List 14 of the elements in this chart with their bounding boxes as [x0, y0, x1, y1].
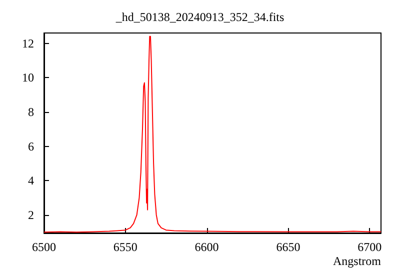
x-axis-title: Angstrom	[333, 254, 382, 268]
x-tick-label: 6600	[194, 240, 219, 254]
x-tick-label: 6500	[32, 240, 56, 254]
y-tick-label: 4	[28, 174, 34, 188]
y-tick-label: 12	[22, 36, 34, 50]
y-tick-label: 2	[28, 208, 34, 222]
line-series	[44, 36, 382, 233]
x-tick-label: 6700	[358, 240, 382, 254]
y-tick-label: 8	[28, 104, 34, 119]
y-tick-label: 6	[28, 139, 34, 154]
y-tick-label: 10	[22, 70, 34, 85]
x-tick-label: 6650	[276, 240, 300, 254]
x-tick-label: 6550	[113, 240, 138, 254]
chart-title: _hd_50138_20240913_352_34.fits	[114, 10, 284, 24]
